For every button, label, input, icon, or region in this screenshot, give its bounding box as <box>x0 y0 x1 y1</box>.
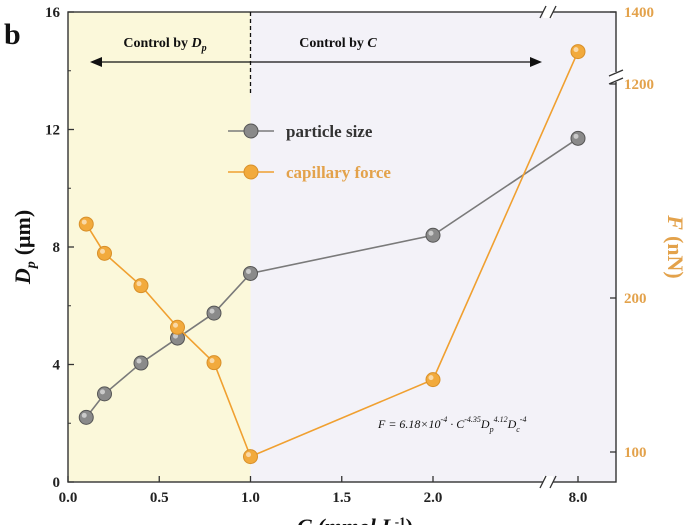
break-slash <box>539 475 547 489</box>
region-label-c: Control by C <box>299 36 377 51</box>
left-tick-label: 0 <box>53 475 61 491</box>
right-tick-label: 1200 <box>624 77 654 93</box>
x-tick-label: 0.5 <box>150 490 169 506</box>
break-slash <box>608 77 624 85</box>
x-tick-label: 1.5 <box>332 490 351 506</box>
data-point-capillary-force <box>243 449 258 465</box>
series-line-capillary-force <box>85 51 579 458</box>
data-point-capillary-force <box>170 319 185 335</box>
right-axis-ticks: 100 200 1200 1400 <box>610 5 654 461</box>
data-point-particle-size <box>425 227 441 243</box>
data-point-highlight <box>136 281 142 287</box>
data-point-highlight <box>173 322 178 328</box>
data-point-highlight <box>136 358 142 364</box>
data-point-highlight <box>81 219 87 225</box>
break-gap <box>610 72 622 82</box>
data-point-capillary-force <box>206 355 222 371</box>
data-point-highlight <box>573 47 579 53</box>
x-tick-label: 2.0 <box>424 490 443 506</box>
right-tick-label: 200 <box>624 291 647 307</box>
data-point-capillary-force <box>425 372 441 388</box>
left-tick-label: 12 <box>45 123 60 139</box>
data-point-particle-size <box>78 409 94 425</box>
region-label-dp: Control by Dp <box>123 36 206 54</box>
legend-marker-capillary-force <box>243 164 259 180</box>
left-tick-label: 16 <box>45 5 61 21</box>
data-point-particle-size <box>206 305 222 321</box>
break-gap <box>543 6 553 18</box>
data-point-highlight <box>428 375 434 381</box>
right-tick-label: 100 <box>624 445 647 461</box>
x-tick-label: 0.0 <box>59 490 78 506</box>
legend-label-particle-size: particle size <box>286 122 373 141</box>
data-point-highlight <box>81 412 87 418</box>
data-point-particle-size <box>570 130 586 146</box>
x-axis-title: C (mmol L-1) <box>297 514 413 525</box>
arrow-head-left <box>90 57 102 67</box>
data-point-capillary-force <box>570 44 586 60</box>
data-point-particle-size <box>97 386 112 402</box>
break-gap <box>543 476 553 488</box>
series-line-particle-size <box>85 137 579 418</box>
data-point-highlight <box>246 268 251 274</box>
data-point-capillary-force <box>133 278 149 294</box>
break-slash <box>549 5 557 19</box>
data-point-highlight <box>573 133 579 139</box>
data-point-highlight <box>100 389 105 395</box>
region-control-by-c <box>250 12 616 482</box>
data-point-highlight <box>209 308 215 314</box>
break-slash <box>608 69 624 77</box>
data-point-particle-size <box>243 265 258 281</box>
x-tick-label: 1.0 <box>241 490 260 506</box>
data-point-highlight <box>173 333 178 339</box>
x-axis-ticks: 0.0 0.5 1.0 1.5 2.0 8.0 <box>59 476 588 506</box>
x-tick-label: 8.0 <box>569 490 588 506</box>
left-tick-label: 4 <box>53 358 61 374</box>
data-point-particle-size <box>133 355 149 371</box>
y-axis-right-title: F(nN) <box>663 214 688 278</box>
data-point-capillary-force <box>97 245 112 261</box>
region-control-by-dp <box>68 12 251 482</box>
right-tick-label: 1400 <box>624 5 654 21</box>
left-axis-ticks: 0 4 8 12 16 <box>45 5 74 491</box>
series-group <box>78 44 586 465</box>
y-axis-left-title: Dp(μm) <box>10 210 39 285</box>
axis-break-marks <box>539 5 624 489</box>
data-point-capillary-force <box>78 216 94 232</box>
formula-annotation: F = 6.18×10-4 · C-4.35Dp4.12Dc-4 <box>377 415 526 434</box>
break-slash <box>549 475 557 489</box>
left-tick-label: 8 <box>53 240 61 256</box>
panel-label: b <box>4 18 21 51</box>
legend: particle size capillary force <box>228 122 391 182</box>
legend-marker-particle-size <box>243 123 259 139</box>
data-point-highlight <box>209 358 215 364</box>
arrow-head-right <box>530 57 542 67</box>
data-point-highlight <box>246 452 251 458</box>
legend-label-capillary-force: capillary force <box>286 163 391 182</box>
break-slash <box>539 5 547 19</box>
data-point-highlight <box>428 230 434 236</box>
data-point-highlight <box>100 248 105 254</box>
